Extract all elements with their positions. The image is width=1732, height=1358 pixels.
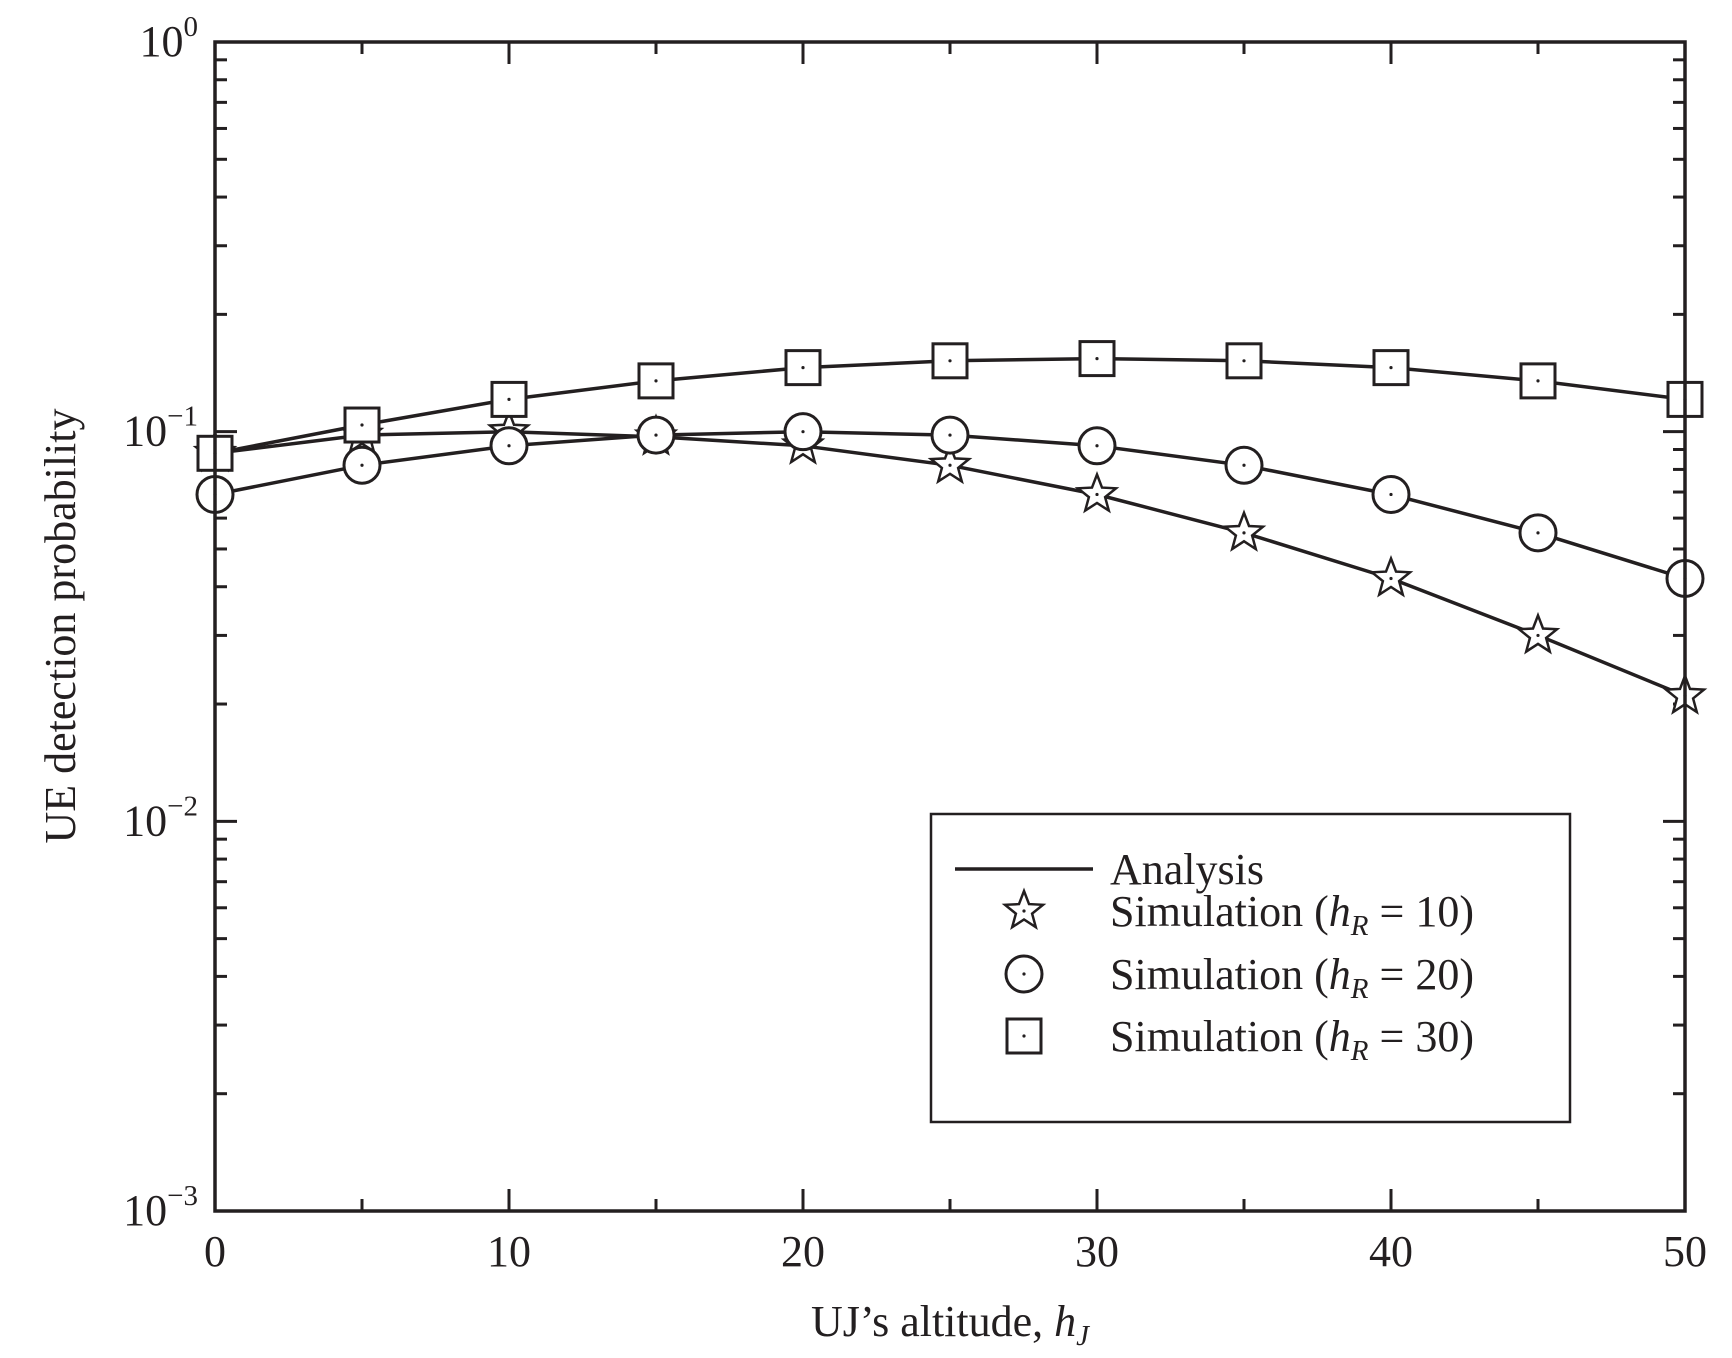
data-point-circle [1077, 426, 1117, 466]
x-axis-label: UJ’s altitude, hJ [811, 1297, 1090, 1352]
x-axis-label-text: UJ’s altitude, [811, 1297, 1054, 1346]
x-tick-label: 50 [1663, 1227, 1707, 1276]
data-point-square [1519, 362, 1557, 400]
x-tick-label: 10 [487, 1227, 531, 1276]
legend-marker-circle [1004, 954, 1044, 994]
legend-label: Simulation (hR = 20) [1110, 950, 1474, 1005]
data-point-circle [783, 412, 823, 452]
x-axis-label-var: h [1054, 1297, 1076, 1346]
legend-label: Simulation (hR = 10) [1110, 887, 1474, 942]
data-point-circle [489, 426, 529, 466]
y-tick-exp: −3 [167, 1180, 198, 1212]
x-tick-labels: 0 10 20 30 40 50 [204, 1227, 1707, 1276]
x-tick-label: 0 [204, 1227, 226, 1276]
data-point-star [1221, 509, 1267, 552]
y-tick-base: 10 [140, 17, 184, 66]
y-tick-label: 10−1 [123, 401, 198, 456]
y-axis-label: UE detection probability [36, 409, 85, 844]
data-point-star [1368, 554, 1414, 598]
x-axis-label-sub: J [1076, 1320, 1090, 1352]
legend-items: Simulation (hR = 10) Simulation (hR = 20)… [1001, 887, 1474, 1067]
data-point-circle [930, 415, 970, 455]
data-point-circle [1371, 474, 1411, 514]
x-tick-label: 20 [781, 1227, 825, 1276]
data-point-star [1074, 470, 1120, 514]
data-point-square [1225, 342, 1263, 380]
x-tick-label: 30 [1075, 1227, 1119, 1276]
y-tick-base: 10 [123, 407, 167, 456]
data-point-star [1515, 611, 1561, 655]
y-tick-exp: −2 [167, 790, 198, 822]
data-point-square [490, 380, 528, 418]
y-tick-base: 10 [123, 796, 167, 845]
legend: Analysis Simulation (hR = 10)Simulation … [929, 812, 1572, 1124]
y-tick-label: 10−2 [123, 790, 198, 845]
data-point-star [927, 441, 973, 485]
data-point-square [784, 349, 822, 387]
x-tick-label: 40 [1369, 1227, 1413, 1276]
data-point-square [1078, 340, 1116, 378]
legend-label: Simulation (hR = 30) [1110, 1012, 1474, 1067]
data-point-circle [342, 445, 382, 485]
legend-marker-star [1001, 887, 1047, 931]
data-point-circle [636, 415, 676, 455]
data-point-circle [1518, 513, 1558, 553]
y-tick-label: 100 [140, 11, 199, 66]
data-point-square [931, 342, 969, 380]
legend-analysis-label: Analysis [1110, 845, 1264, 894]
legend-marker-square [1005, 1017, 1043, 1055]
data-point-square [637, 362, 675, 400]
y-tick-exp: −1 [167, 401, 198, 433]
y-tick-exp: 0 [184, 11, 199, 43]
data-point-square [343, 406, 381, 444]
data-point-circle [1224, 445, 1264, 485]
y-tick-base: 10 [123, 1186, 167, 1235]
plot-frame [213, 40, 1687, 1213]
data-point-square [1372, 349, 1410, 387]
y-tick-label: 10−3 [123, 1180, 198, 1235]
